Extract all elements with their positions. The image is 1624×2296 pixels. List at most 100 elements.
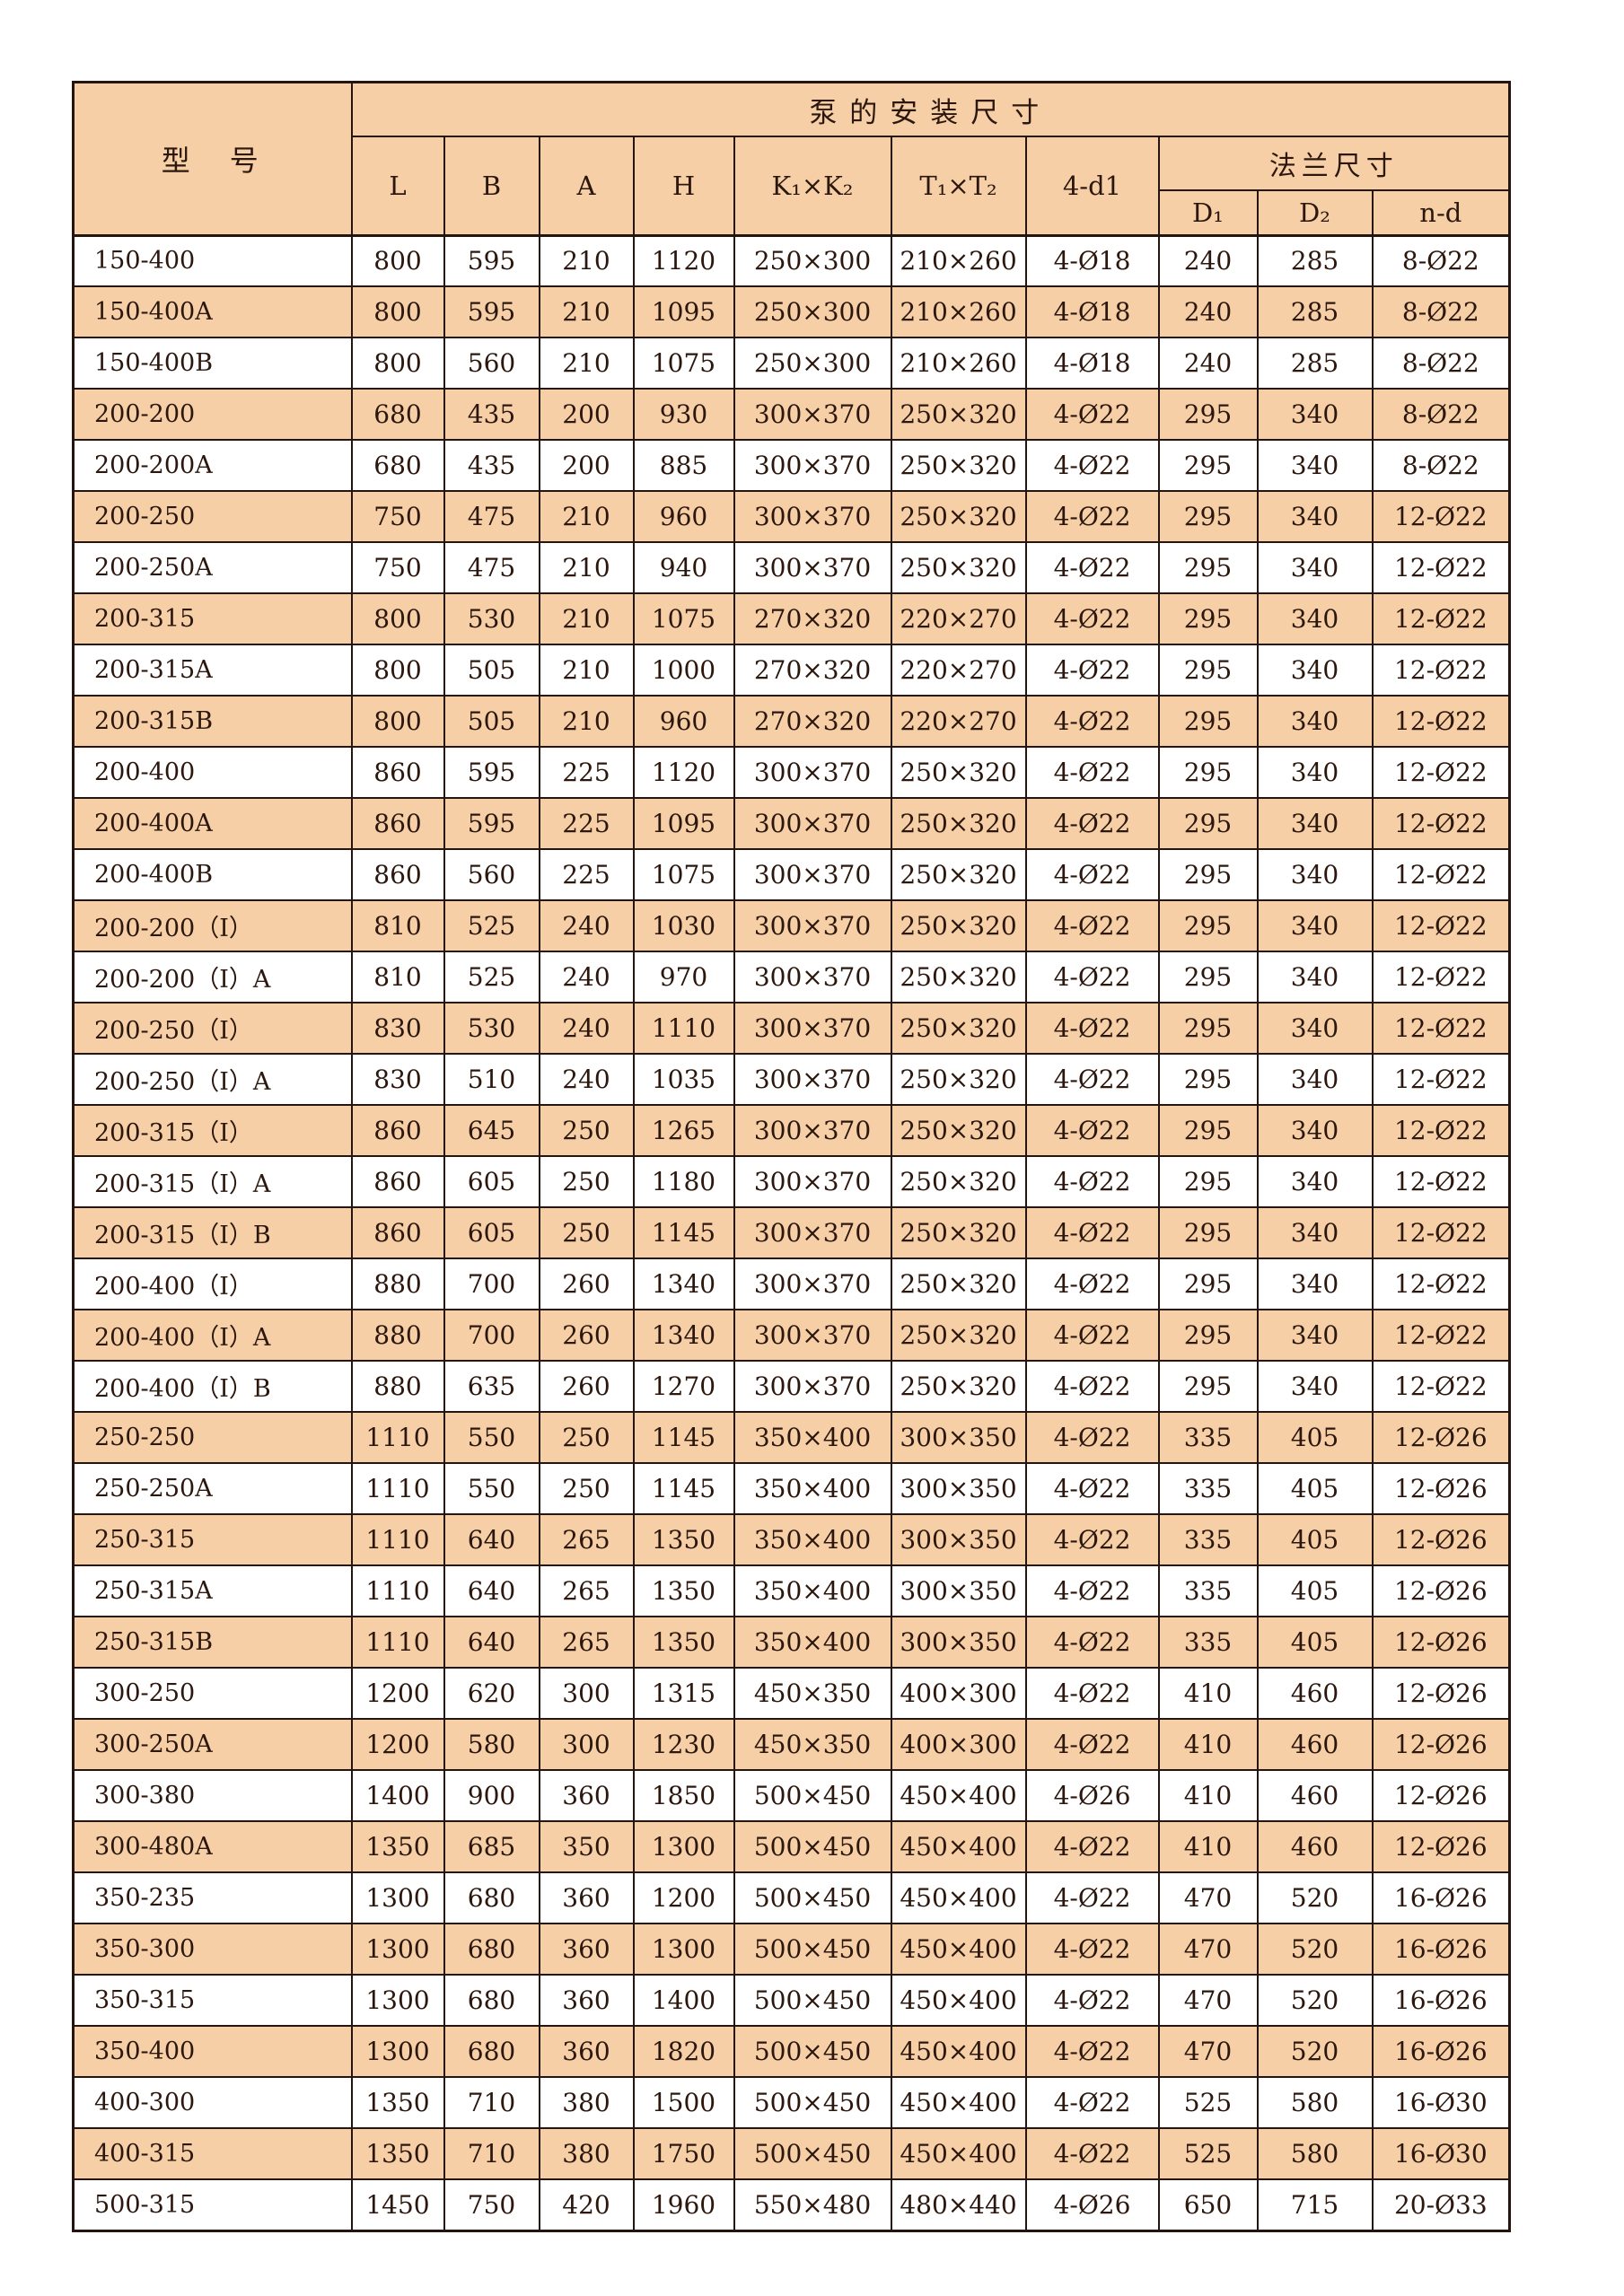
table-cell: 350×400: [733, 1616, 892, 1669]
table-cell: 340: [1256, 1206, 1374, 1259]
table-cell: 12-Ø26: [1371, 1718, 1511, 1771]
table-cell: 4-Ø18: [1024, 337, 1160, 390]
table-cell: 240: [1157, 285, 1259, 338]
table-cell: 1000: [632, 644, 735, 697]
table-cell: 12-Ø22: [1371, 541, 1511, 594]
table-cell: 460: [1256, 1667, 1374, 1720]
table-cell: 860: [350, 746, 445, 799]
table-cell: 4-Ø22: [1024, 1411, 1160, 1464]
table-cell: 800: [350, 592, 445, 645]
table-cell: 12-Ø26: [1371, 1564, 1511, 1617]
table-cell: 12-Ø22: [1371, 695, 1511, 748]
table-cell: 1120: [632, 234, 735, 287]
table-cell: 1350: [350, 2076, 445, 2129]
table-cell: 300×370: [733, 439, 892, 492]
table-cell: 640: [443, 1564, 540, 1617]
table-cell: 605: [443, 1155, 540, 1208]
table-cell: 595: [443, 746, 540, 799]
table-cell: 420: [538, 2178, 635, 2231]
table-cell: 4-Ø22: [1024, 1309, 1160, 1362]
model-cell: 200-200A: [72, 439, 353, 492]
table-row: 400-300 1350 710 380 1500 500×450 450×400 4-Ø2…: [72, 2076, 1511, 2129]
table-cell: 300×370: [733, 541, 892, 594]
table-cell: 295: [1157, 541, 1259, 594]
model-cell: 200-315（I）A: [72, 1155, 353, 1208]
table-cell: 500×450: [733, 2127, 892, 2180]
table-cell: 16-Ø30: [1371, 2127, 1511, 2180]
table-cell: 1300: [350, 1923, 445, 1976]
table-cell: 350×400: [733, 1411, 892, 1464]
install-dimensions-header: 泵的安装尺寸: [350, 81, 1511, 137]
table-cell: 1400: [350, 1769, 445, 1822]
table-cell: 800: [350, 695, 445, 748]
table-cell: 250×300: [733, 285, 892, 338]
col-header-t1t2: T₁×T₂: [890, 136, 1027, 236]
table-cell: 640: [443, 1513, 540, 1566]
table-cell: 16-Ø30: [1371, 2076, 1511, 2129]
table-row: 200-315 800 530 210 1075 270×320 220×270 4-Ø22…: [72, 592, 1511, 645]
table-row: 200-250（I）A 830 510 240 1035 300×370 250×320 4…: [72, 1053, 1511, 1106]
table-cell: 1300: [350, 1871, 445, 1924]
table-cell: 560: [443, 337, 540, 390]
table-cell: 225: [538, 848, 635, 901]
table-cell: 4-Ø22: [1024, 1820, 1160, 1873]
table-cell: 250×300: [733, 337, 892, 390]
header-row-top: 型 号 泵的安装尺寸: [72, 81, 1511, 236]
table-row: 400-315 1350 710 380 1750 500×450 450×400 4-Ø2…: [72, 2127, 1511, 2180]
header-row-columns: L B A H K₁×K₂ T₁×T₂ 4-d1 法兰尺寸: [74, 136, 1511, 236]
table-cell: 295: [1157, 848, 1259, 901]
table-cell: 4-Ø22: [1024, 746, 1160, 799]
table-cell: 250×320: [890, 899, 1027, 952]
table-cell: 285: [1256, 337, 1374, 390]
table-cell: 470: [1157, 1923, 1259, 1976]
table-cell: 1110: [350, 1564, 445, 1617]
table-cell: 1145: [632, 1462, 735, 1515]
table-cell: 1340: [632, 1258, 735, 1310]
table-cell: 970: [632, 951, 735, 1003]
table-cell: 295: [1157, 695, 1259, 748]
table-cell: 4-Ø22: [1024, 1667, 1160, 1720]
model-cell: 350-300: [72, 1923, 353, 1976]
table-cell: 12-Ø22: [1371, 1309, 1511, 1362]
table-cell: 450×400: [890, 2025, 1027, 2078]
table-cell: 405: [1256, 1616, 1374, 1669]
model-cell: 200-200（I）: [72, 899, 353, 952]
table-cell: 4-Ø22: [1024, 951, 1160, 1003]
table-body: 150-400 800 595 210 1120 250×300 210×260 4-Ø18…: [72, 234, 1511, 2231]
table-cell: 580: [1256, 2076, 1374, 2129]
table-cell: 300×370: [733, 1155, 892, 1208]
table-cell: 12-Ø22: [1371, 797, 1511, 850]
table-cell: 210×260: [890, 337, 1027, 390]
table-cell: 620: [443, 1667, 540, 1720]
table-cell: 1300: [350, 2025, 445, 2078]
table-cell: 500×450: [733, 2025, 892, 2078]
table-cell: 710: [443, 2076, 540, 2129]
table-cell: 810: [350, 951, 445, 1003]
model-column-header: 型 号: [72, 81, 353, 236]
table-cell: 475: [443, 490, 540, 543]
col-header-k1k2: K₁×K₂: [733, 136, 892, 236]
table-cell: 210: [538, 644, 635, 697]
table-cell: 295: [1157, 388, 1259, 441]
table-row: 200-200A 680 435 200 885 300×370 250×320 4-Ø22…: [72, 439, 1511, 492]
table-cell: 335: [1157, 1616, 1259, 1669]
table-cell: 4-Ø22: [1024, 1002, 1160, 1055]
table-cell: 700: [443, 1258, 540, 1310]
header-row-flange-sub: D₁ D₂ n-d: [74, 189, 1511, 236]
table-row: 200-315（I）A 860 605 250 1180 300×370 250×320 4…: [72, 1155, 1511, 1208]
table-row: 200-250（I） 830 530 240 1110 300×370 250×320 4-…: [72, 1002, 1511, 1055]
table-cell: 4-Ø22: [1024, 1564, 1160, 1617]
table-cell: 4-Ø22: [1024, 1718, 1160, 1771]
model-cell: 200-400A: [72, 797, 353, 850]
table-cell: 1350: [632, 1564, 735, 1617]
table-cell: 4-Ø22: [1024, 899, 1160, 952]
table-cell: 1820: [632, 2025, 735, 2078]
table-cell: 250×320: [890, 1104, 1027, 1157]
table-cell: 12-Ø26: [1371, 1462, 1511, 1515]
table-cell: 295: [1157, 1155, 1259, 1208]
table-cell: 340: [1256, 1309, 1374, 1362]
table-cell: 340: [1256, 848, 1374, 901]
table-row: 250-315B 1110 640 265 1350 350×400 300×350 4-Ø…: [72, 1616, 1511, 1669]
model-cell: 350-400: [72, 2025, 353, 2078]
model-cell: 200-250（I）: [72, 1002, 353, 1055]
